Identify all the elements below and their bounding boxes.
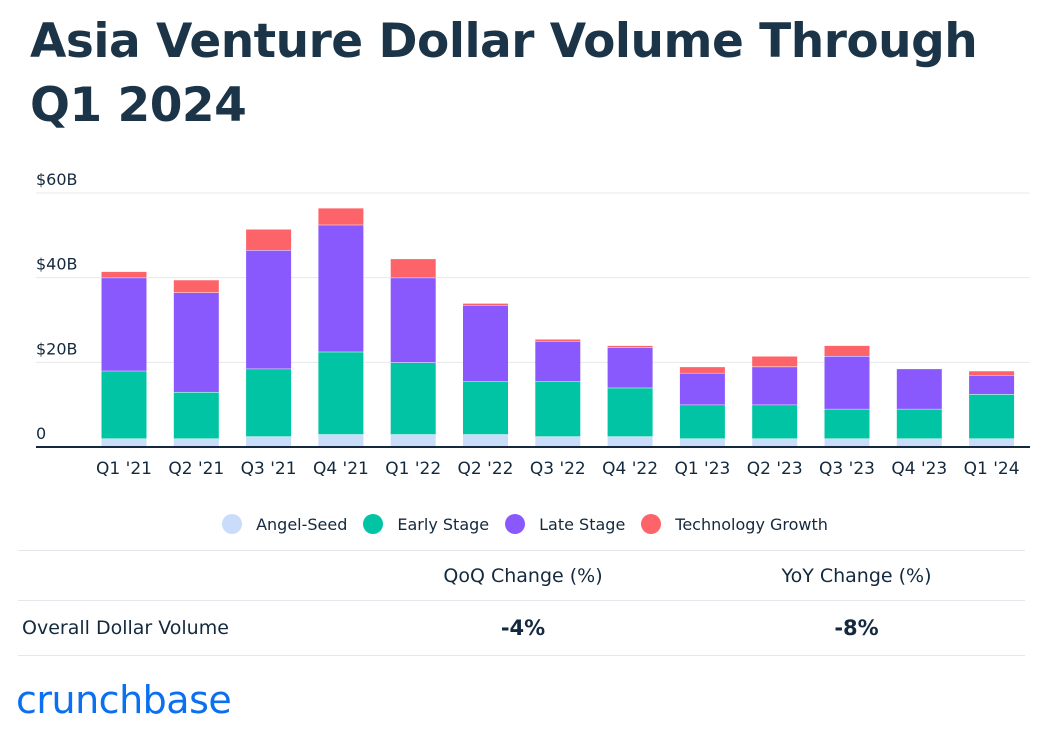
bar-segment-technology-growth [679,366,725,373]
x-tick-label: Q3 '21 [241,459,297,479]
bar-segment-angel-seed [679,438,725,447]
bar-segment-early-stage [535,381,581,437]
crunchbase-logo: crunchbase [16,678,232,722]
summary-header-qoq: QoQ Change (%) [358,550,688,601]
bar-segment-late-stage [824,355,870,409]
legend-swatch [363,514,384,534]
bar-segment-late-stage [607,347,653,388]
legend-swatch [641,514,662,534]
bar-segment-late-stage [101,277,147,371]
x-tick-label: Q2 '22 [458,459,514,479]
legend-item-early-stage: Early Stage [363,514,489,534]
bar-segment-early-stage [969,394,1015,439]
bar-segment-late-stage [173,292,219,392]
x-tick-label: Q3 '22 [530,459,586,479]
bar-segment-early-stage [173,391,219,439]
bar-segment-late-stage [463,305,508,382]
bar-segment-technology-growth [752,355,798,367]
bar-segment-early-stage [607,387,653,437]
bar-segment-early-stage [679,404,725,439]
bar-segment-technology-growth [463,303,508,306]
bar-segment-angel-seed [824,438,870,447]
summary-header-yoy: YoY Change (%) [688,550,1025,601]
y-tick-label: $40B [36,255,78,274]
bar-segment-late-stage [246,250,292,369]
summary-row-label: Overall Dollar Volume [18,600,358,656]
bar-segment-early-stage [101,370,147,439]
bar-segment-early-stage [463,381,508,435]
y-tick-label: 0 [36,424,46,443]
bar-segment-early-stage [246,368,292,437]
bar-segment-early-stage [824,408,870,439]
summary-header-empty [18,550,358,601]
legend-label: Late Stage [539,514,626,534]
bar-segment-technology-growth [535,339,581,342]
x-tick-label: Q4 '23 [891,459,947,479]
bar-segment-early-stage [896,408,942,439]
bar-segment-angel-seed [101,438,147,447]
legend-item-angel-seed: Angel-Seed [222,514,347,534]
x-tick-label: Q4 '22 [602,459,658,479]
legend-label: Technology Growth [675,514,828,534]
bar-segment-angel-seed [752,438,798,447]
summary-value-yoy: -8% [688,600,1025,656]
summary-value-qoq: -4% [358,600,688,656]
bar-segment-angel-seed [607,436,653,447]
bar-segment-technology-growth [390,258,436,278]
bar-segment-angel-seed [390,434,436,447]
legend-item-late-stage: Late Stage [505,514,625,534]
bar-segment-technology-growth [607,345,653,348]
x-tick-label: Q2 '23 [747,459,803,479]
legend-label: Early Stage [397,514,490,534]
bar-segment-early-stage [318,351,364,435]
bar-segment-late-stage [390,277,436,363]
legend-item-technology-growth: Technology Growth [641,514,828,534]
bar-segment-late-stage [535,341,581,382]
bar-segment-technology-growth [969,370,1015,376]
bar-segment-angel-seed [535,436,581,447]
legend-swatch [505,514,526,534]
x-tick-label: Q1 '22 [385,459,441,479]
bar-segment-technology-growth [318,207,364,225]
bar-segment-late-stage [752,366,798,405]
bar-segment-angel-seed [173,438,219,447]
bar-segment-technology-growth [101,271,147,278]
bar-segment-angel-seed [896,438,942,447]
chart-legend: Angel-Seed Early Stage Late Stage Technolog… [0,514,1050,534]
bar-segment-late-stage [679,372,725,405]
bar-segment-late-stage [969,375,1015,395]
x-tick-label: Q3 '23 [819,459,875,479]
stacked-bar-chart: 0 $20B $40B $60B Q1 '21 Q2 '21 Q3 '21 Q4 '21 Q1 … [36,170,1030,479]
x-tick-label: Q2 '21 [168,459,224,479]
y-tick-label: $60B [36,170,78,189]
summary-header-row: QoQ Change (%) YoY Change (%) [18,550,1025,601]
x-tick-label: Q1 '23 [674,459,730,479]
y-tick-label: $20B [36,339,78,358]
bar-segment-late-stage [318,224,364,352]
x-tick-label: Q1 '24 [964,459,1020,479]
bar-segment-angel-seed [969,438,1015,447]
bar-segment-early-stage [390,362,436,435]
bar-segment-technology-growth [173,279,219,293]
summary-row-overall: Overall Dollar Volume -4% -8% [18,600,1025,656]
summary-table: QoQ Change (%) YoY Change (%) Overall Do… [18,550,1025,656]
bar-segment-angel-seed [318,434,364,447]
bar-segment-angel-seed [246,436,292,447]
legend-swatch [222,514,243,534]
chart-title: Asia Venture Dollar Volume Through Q1 20… [30,14,978,133]
x-tick-label: Q4 '21 [313,459,369,479]
bar-segment-technology-growth [824,345,870,356]
bar-segment-early-stage [752,404,798,439]
bar-segment-angel-seed [463,434,508,447]
bar-segment-technology-growth [246,228,292,251]
x-tick-label: Q1 '21 [96,459,152,479]
legend-label: Angel-Seed [256,514,348,534]
bar-segment-late-stage [896,368,942,409]
